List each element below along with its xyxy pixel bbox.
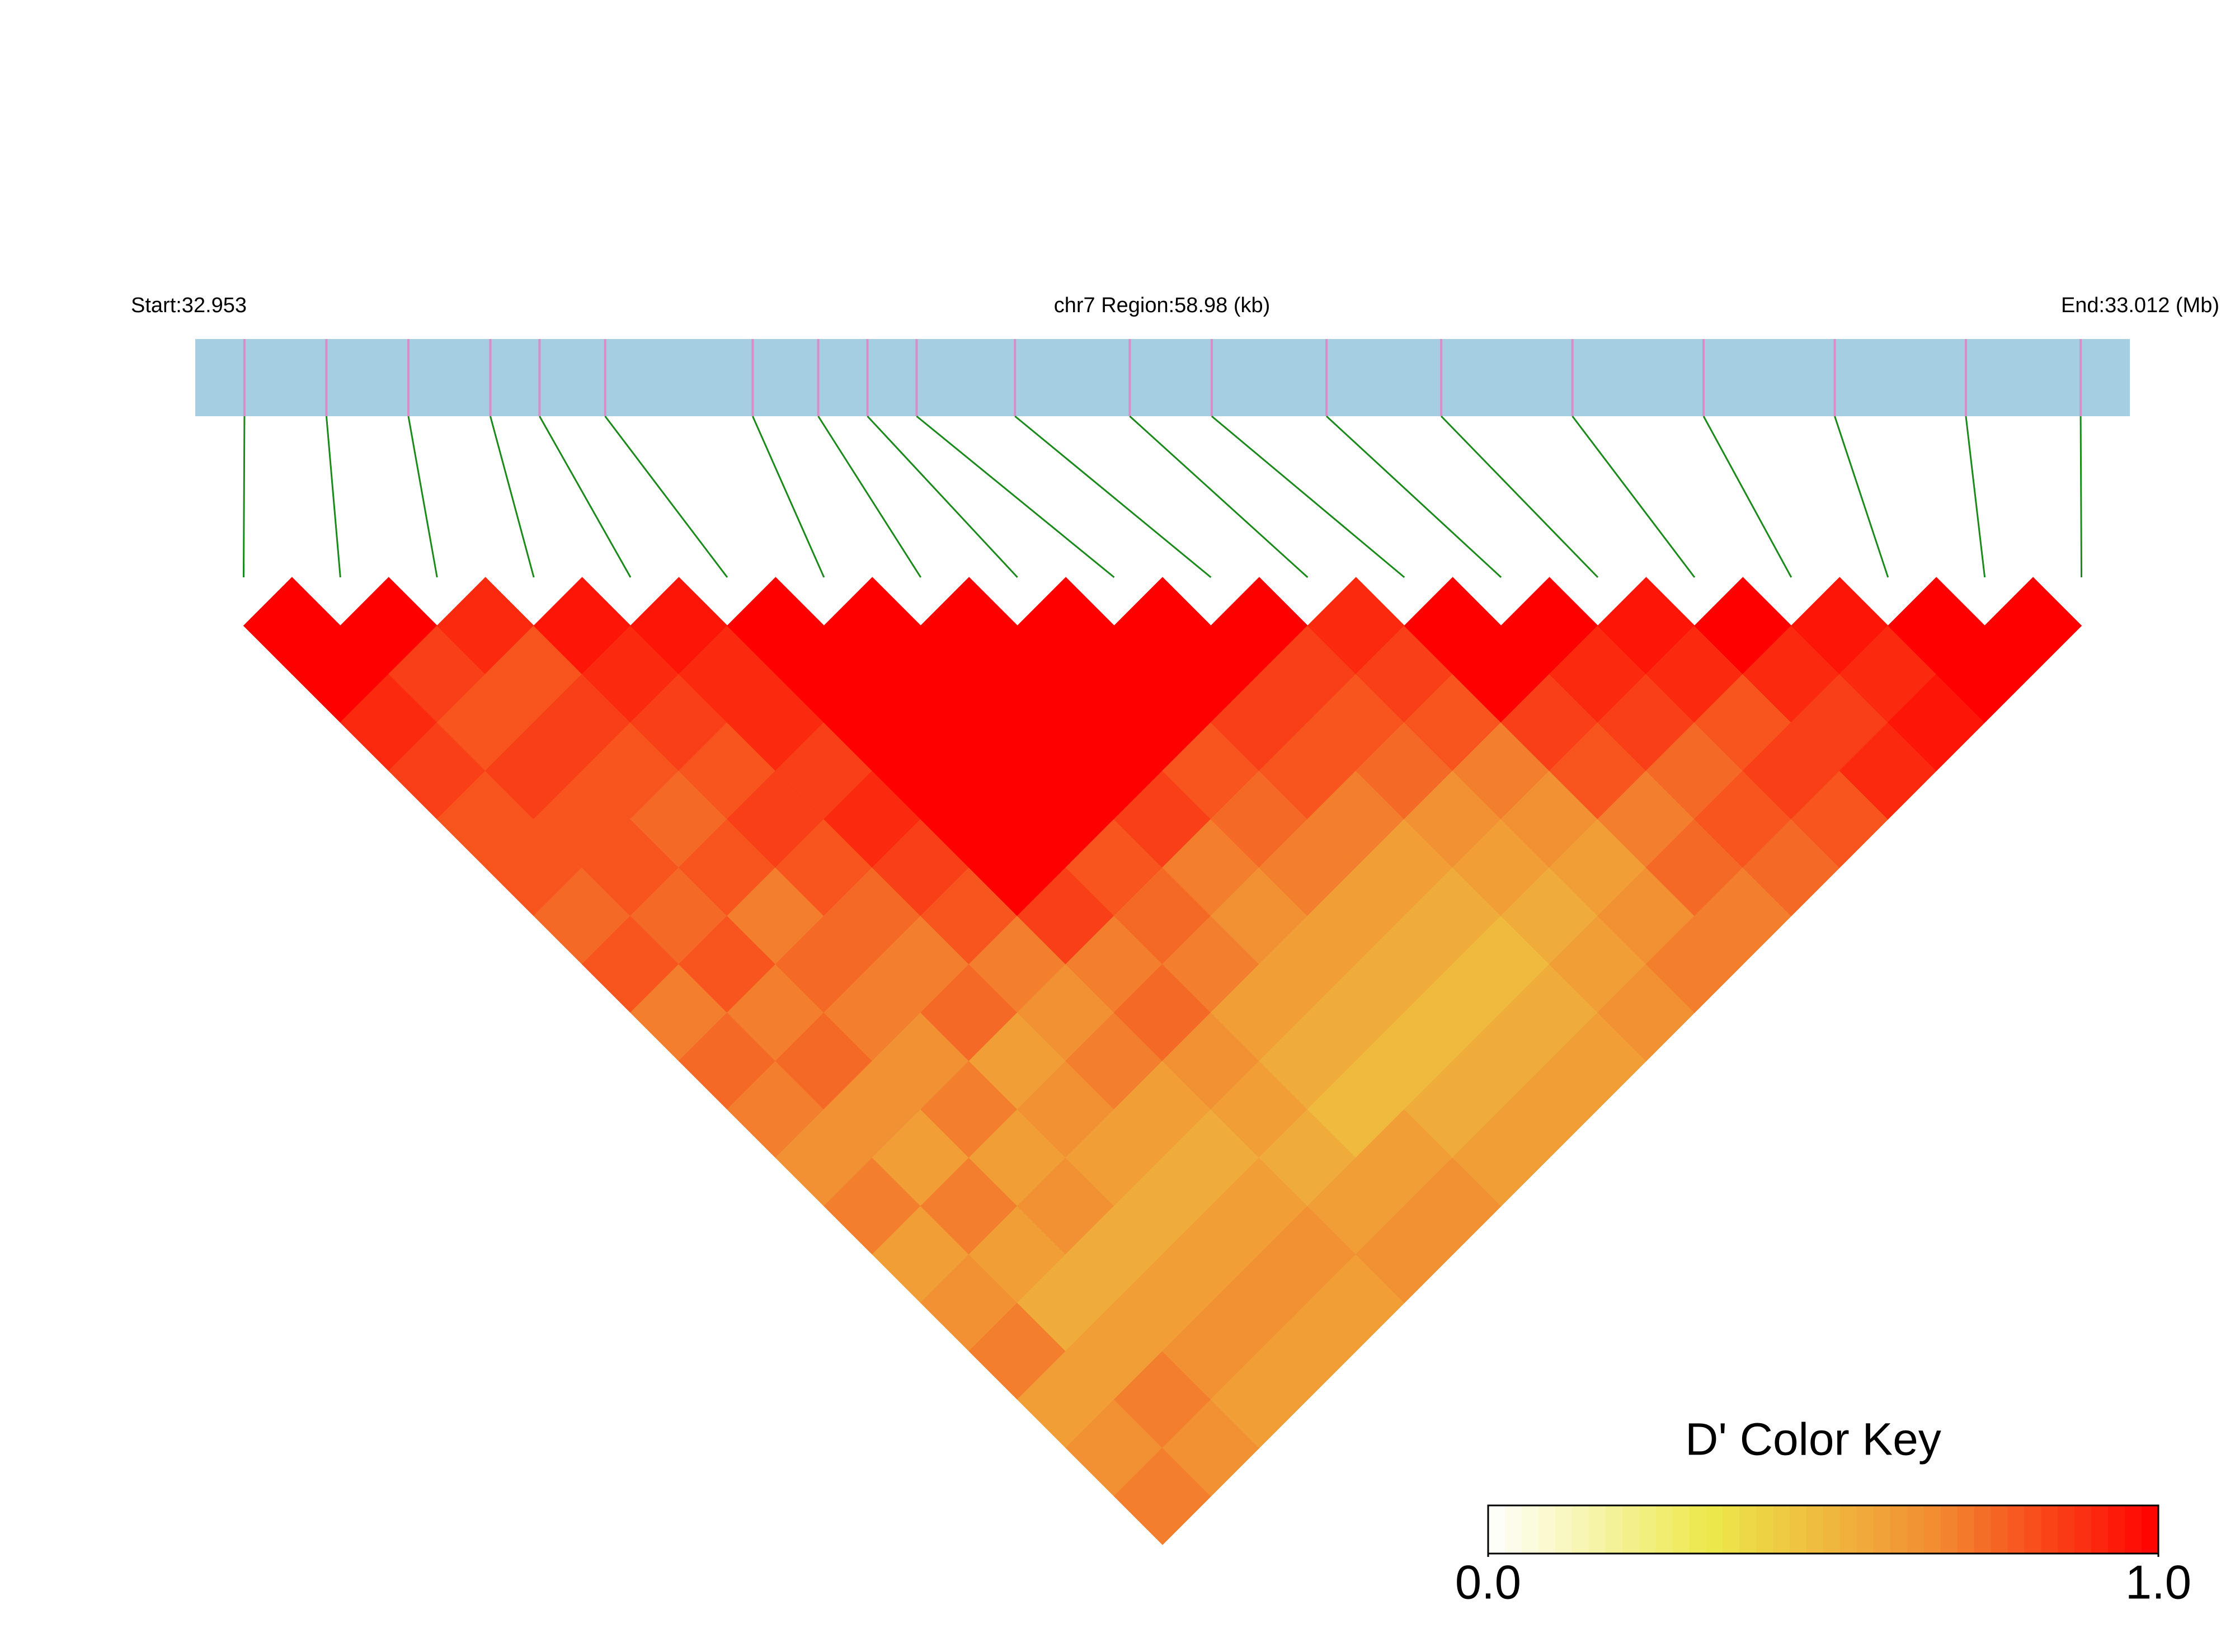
key-swatch: [2091, 1505, 2109, 1554]
key-swatch: [2041, 1505, 2059, 1554]
snp-connector: [1014, 415, 1212, 578]
key-swatch: [1991, 1505, 2008, 1554]
key-swatch: [1790, 1505, 1808, 1554]
key-swatch: [1739, 1505, 1757, 1554]
snp-connector: [325, 416, 341, 578]
key-tick-label: 1.0: [2125, 1556, 2191, 1609]
key-swatch: [1873, 1505, 1891, 1554]
key-swatch: [1806, 1505, 1824, 1554]
snp-connector: [817, 416, 922, 578]
key-swatch: [1555, 1505, 1573, 1554]
key-swatch: [1856, 1505, 1874, 1554]
snp-connector: [407, 416, 438, 578]
key-swatch: [2108, 1505, 2126, 1554]
snp-connector: [539, 416, 632, 578]
key-swatch: [1605, 1505, 1623, 1554]
key-title: D' Color Key: [1685, 1414, 1941, 1465]
key-swatch: [1957, 1505, 1975, 1554]
key-swatch: [2058, 1505, 2076, 1554]
key-swatch: [1571, 1505, 1589, 1554]
key-swatch: [1890, 1505, 1908, 1554]
snp-connector: [242, 416, 246, 578]
snp-connector: [1965, 416, 1986, 578]
chart-title: chr7 Region:58.98 (kb): [1054, 294, 1271, 317]
key-swatch: [1622, 1505, 1640, 1554]
key-swatch: [2074, 1505, 2092, 1554]
key-swatch: [1923, 1505, 1941, 1554]
key-swatch: [1940, 1505, 1958, 1554]
key-swatch: [1488, 1505, 1505, 1554]
key-swatch: [1974, 1505, 1992, 1554]
key-swatch: [1723, 1505, 1740, 1554]
key-swatch: [1839, 1505, 1857, 1554]
snp-connector: [752, 416, 825, 578]
snp-connector: [604, 416, 728, 578]
start-label: Start:32.953: [131, 294, 247, 317]
key-swatch: [2125, 1505, 2143, 1554]
end-label: End:33.012 (Mb): [2061, 294, 2219, 317]
key-swatch: [1706, 1505, 1724, 1554]
snp-connector: [490, 416, 535, 578]
key-swatch: [1773, 1505, 1791, 1554]
key-swatch: [1521, 1505, 1539, 1554]
snp-connector: [867, 415, 1018, 578]
key-swatch: [2007, 1505, 2025, 1554]
snp-connector: [1702, 416, 1792, 578]
snp-connector: [1441, 415, 1599, 578]
key-swatch: [2142, 1505, 2159, 1554]
ld-cell: [1984, 577, 2082, 675]
key-swatch: [1907, 1505, 1925, 1554]
snp-connector: [916, 415, 1115, 578]
key-tick-label: 0.0: [1455, 1556, 1521, 1609]
key-swatch: [1655, 1505, 1673, 1554]
key-swatch: [1823, 1505, 1841, 1554]
snp-connector: [1129, 415, 1309, 578]
key-swatch: [1756, 1505, 1774, 1554]
snp-connector: [1834, 416, 1889, 578]
snp-connector: [1211, 415, 1405, 578]
region-bar: [195, 339, 2130, 416]
key-swatch: [1689, 1505, 1707, 1554]
key-swatch: [1504, 1505, 1522, 1554]
key-swatch: [2024, 1505, 2042, 1554]
key-border: [1487, 1504, 2159, 1555]
key-swatch: [1538, 1505, 1556, 1554]
snp-connector: [1326, 415, 1502, 578]
key-swatch: [1672, 1505, 1690, 1554]
key-swatch: [1588, 1505, 1606, 1554]
snp-connector: [1571, 416, 1696, 578]
key-swatch: [1639, 1505, 1657, 1554]
